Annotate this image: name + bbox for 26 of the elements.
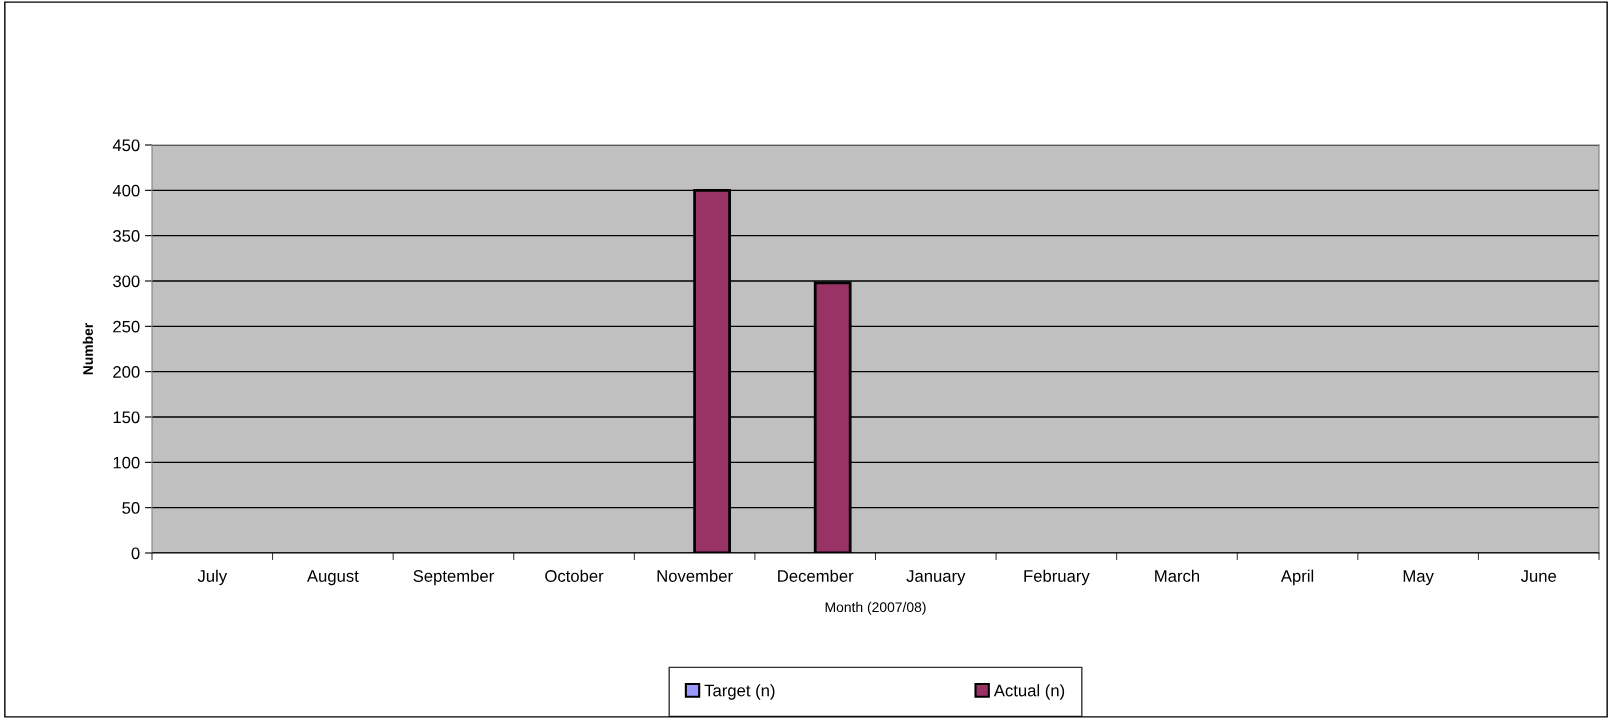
y-axis-title: Number	[82, 322, 93, 375]
x-tick-label: March	[1155, 569, 1200, 582]
x-tick-label: July	[197, 569, 228, 586]
x-tick-label: December	[778, 569, 854, 582]
y-tick-label: 250	[113, 320, 140, 333]
y-tick-label: 350	[113, 230, 140, 242]
x-tick-label: June	[1520, 570, 1557, 582]
x-axis-title: Month (2007/08)	[825, 601, 926, 615]
y-tick-label: 300	[113, 275, 140, 288]
x-tick-label: September	[413, 569, 494, 586]
x-tick-label: January	[906, 570, 966, 586]
y-tick-label: 100	[113, 456, 140, 469]
y-tick-label: 400	[112, 184, 140, 197]
x-tick-label: November	[657, 569, 733, 582]
y-tick-label: 450	[112, 139, 140, 152]
y-tick-label: 50	[122, 502, 140, 514]
legend-label: Actual (n)	[993, 684, 1065, 700]
x-tick-label: April	[1280, 569, 1314, 586]
x-tick-label: October	[545, 569, 604, 582]
y-tick-label: 0	[131, 547, 140, 560]
x-tick-label: February	[1024, 569, 1090, 586]
legend-label: Target (n)	[704, 684, 775, 700]
y-tick-label: 150	[113, 411, 140, 424]
x-tick-label: August	[306, 570, 359, 586]
x-tick-label: May	[1403, 570, 1434, 586]
y-tick-label: 200	[113, 366, 140, 378]
